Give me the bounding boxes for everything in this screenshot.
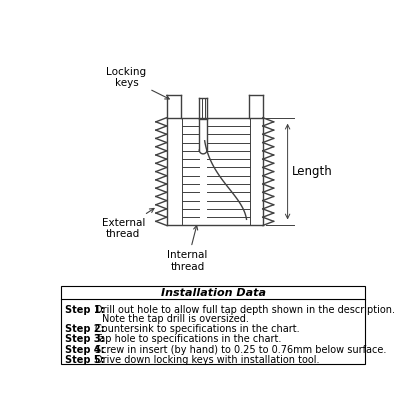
- Text: Countersink to specifications in the chart.: Countersink to specifications in the cha…: [95, 324, 300, 334]
- Text: Internal
thread: Internal thread: [167, 225, 208, 272]
- Text: Screw in insert (by hand) to 0.25 to 0.76mm below surface.: Screw in insert (by hand) to 0.25 to 0.7…: [95, 345, 387, 355]
- Text: Step 4:: Step 4:: [65, 345, 105, 355]
- Text: Step 3:: Step 3:: [65, 334, 105, 344]
- Text: External
thread: External thread: [102, 208, 154, 239]
- Bar: [61, 286, 365, 364]
- Text: Length: Length: [292, 165, 333, 178]
- Text: Note the tap drill is oversized.: Note the tap drill is oversized.: [102, 314, 248, 324]
- Text: Drive down locking keys with installation tool.: Drive down locking keys with installatio…: [95, 355, 320, 365]
- Text: Step 2:: Step 2:: [65, 324, 105, 334]
- Text: Drill out hole to allow full tap depth shown in the description.: Drill out hole to allow full tap depth s…: [95, 305, 395, 315]
- Text: Step 1:: Step 1:: [65, 305, 105, 315]
- Text: Step 5:: Step 5:: [65, 355, 105, 365]
- Text: Locking
keys: Locking keys: [106, 67, 169, 99]
- Text: Tap hole to specifications in the chart.: Tap hole to specifications in the chart.: [95, 334, 282, 344]
- Text: Installation Data: Installation Data: [161, 288, 266, 298]
